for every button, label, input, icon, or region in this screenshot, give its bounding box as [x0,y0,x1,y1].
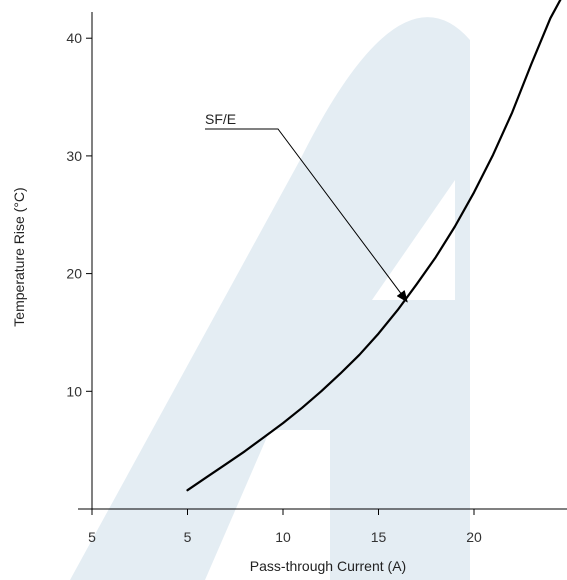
x-ticks: 5 5 10 15 20 [88,509,482,545]
series-line [186,0,562,492]
watermark-logo [70,17,470,580]
annotation-arrow [205,128,408,303]
x-tick-label: 5 [88,529,96,545]
x-tick-label: 15 [371,529,387,545]
x-tick-label: 10 [275,529,291,545]
x-tick-label: 20 [466,529,482,545]
y-tick-label: 20 [66,266,82,282]
watermark-logo-cutout [372,180,455,300]
y-axis-title: Temperature Rise (°C) [11,187,27,326]
annotation-label: SF/E [205,111,236,127]
series-layer [186,0,562,492]
y-tick-label: 30 [66,148,82,164]
watermark-logo-body [70,17,470,580]
y-tick-label: 10 [66,383,82,399]
axes [78,12,567,510]
x-axis-title: Pass-through Current (A) [250,558,406,574]
y-ticks: 10 20 30 40 [66,30,92,399]
y-tick-label: 40 [66,30,82,46]
x-tick-label: 5 [184,529,192,545]
annotation-layer: SF/E [205,111,408,303]
